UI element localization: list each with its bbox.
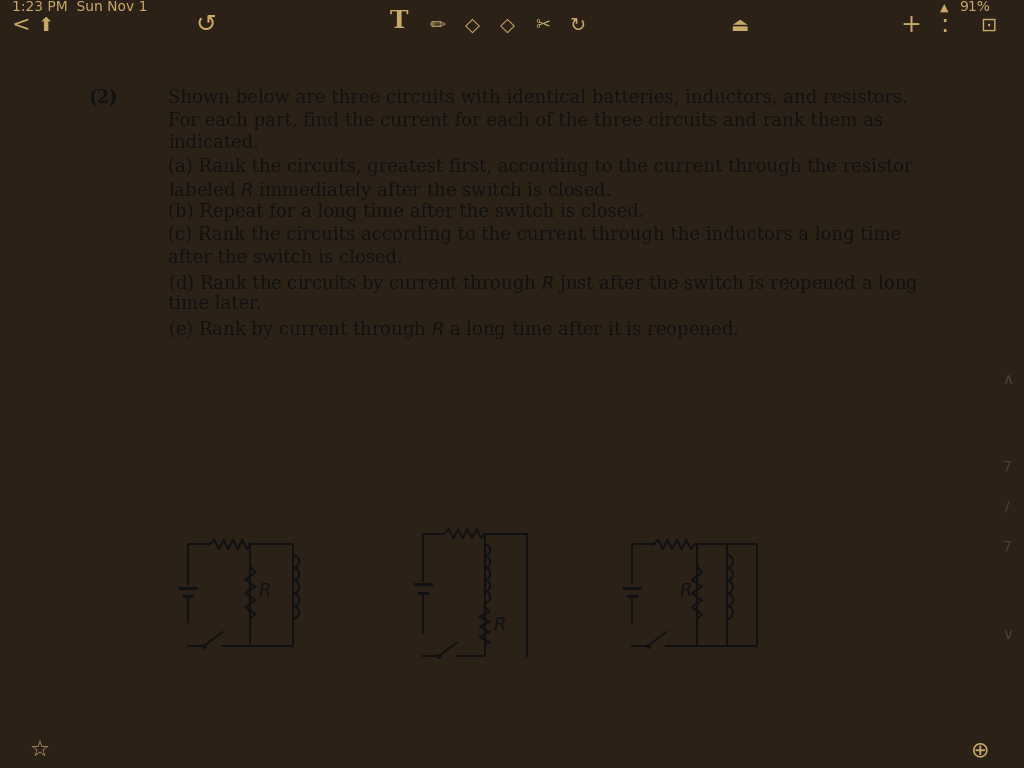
Text: indicated.: indicated. bbox=[168, 134, 259, 153]
Text: ∧: ∧ bbox=[1002, 372, 1013, 386]
Text: (d) Rank the circuits by current through $R$ just after the switch is reopened a: (d) Rank the circuits by current through… bbox=[168, 272, 920, 295]
Text: (b) Repeat for a long time after the switch is closed.: (b) Repeat for a long time after the swi… bbox=[168, 204, 645, 221]
Text: ∨: ∨ bbox=[1002, 627, 1013, 642]
Text: (c) Rank the circuits according to the current through the inductors a long time: (c) Rank the circuits according to the c… bbox=[168, 226, 902, 244]
Text: ☆: ☆ bbox=[30, 740, 50, 761]
Text: +: + bbox=[900, 13, 921, 38]
Text: ✂: ✂ bbox=[535, 16, 550, 35]
Text: <: < bbox=[12, 15, 31, 35]
Text: 91%: 91% bbox=[959, 0, 990, 15]
Text: 7: 7 bbox=[1004, 460, 1012, 474]
Text: (a) Rank the circuits, greatest first, according to the current through the resi: (a) Rank the circuits, greatest first, a… bbox=[168, 157, 913, 176]
Text: 1:23 PM  Sun Nov 1: 1:23 PM Sun Nov 1 bbox=[12, 0, 147, 15]
Text: ⊡: ⊡ bbox=[980, 16, 996, 35]
Text: ↺: ↺ bbox=[195, 13, 216, 38]
Text: For each part, find the current for each of the three circuits and rank them as: For each part, find the current for each… bbox=[168, 111, 884, 130]
Text: $R$: $R$ bbox=[679, 582, 692, 601]
Text: ◇: ◇ bbox=[500, 16, 515, 35]
Text: ◇: ◇ bbox=[465, 16, 480, 35]
Text: ✏: ✏ bbox=[430, 16, 446, 35]
Text: ⊕: ⊕ bbox=[972, 740, 990, 761]
Text: labeled $R$ immediately after the switch is closed.: labeled $R$ immediately after the switch… bbox=[168, 180, 611, 202]
Text: ⏏: ⏏ bbox=[730, 16, 749, 35]
Text: after the switch is closed.: after the switch is closed. bbox=[168, 249, 403, 267]
Text: /: / bbox=[1006, 500, 1010, 514]
Text: time later.: time later. bbox=[168, 295, 262, 313]
Text: ↻: ↻ bbox=[570, 16, 587, 35]
Text: (2): (2) bbox=[89, 88, 118, 107]
Text: ▲: ▲ bbox=[940, 2, 948, 12]
Text: (e) Rank by current through $R$ a long time after it is reopened.: (e) Rank by current through $R$ a long t… bbox=[168, 318, 739, 341]
Text: Shown below are three circuits with identical batteries, inductors, and resistor: Shown below are three circuits with iden… bbox=[168, 88, 908, 107]
Text: ⬆: ⬆ bbox=[38, 16, 54, 35]
Text: $R$: $R$ bbox=[493, 617, 506, 634]
Text: $R$: $R$ bbox=[258, 582, 271, 601]
Text: :: : bbox=[940, 13, 948, 38]
Text: T: T bbox=[390, 9, 409, 33]
Text: 7: 7 bbox=[1004, 540, 1012, 554]
